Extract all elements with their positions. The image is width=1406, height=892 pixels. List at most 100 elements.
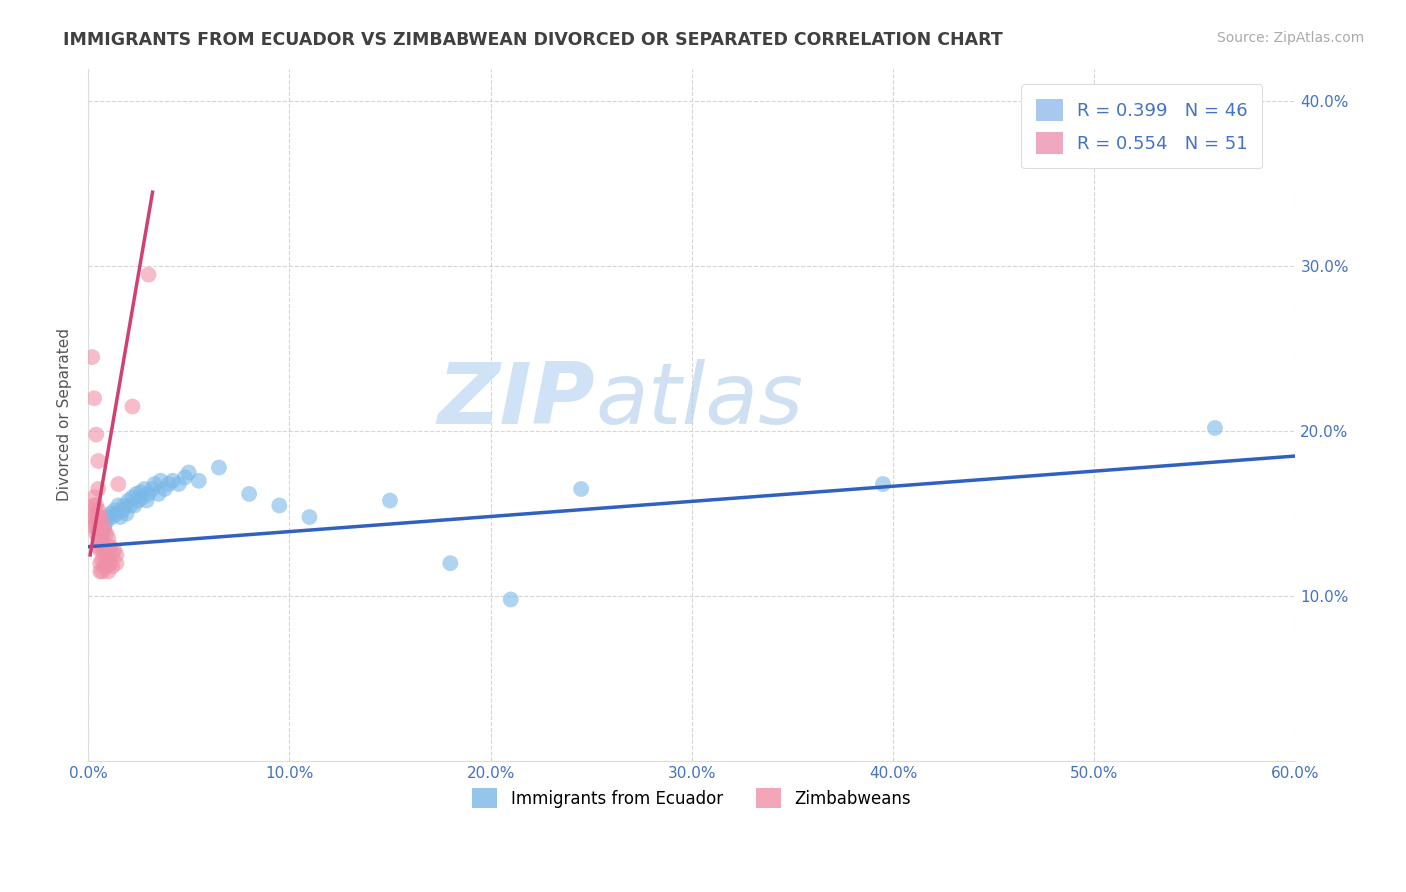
- Point: [91, 526, 114, 541]
- Point: [153, 482, 176, 496]
- Point: [89, 556, 111, 570]
- Point: [125, 487, 148, 501]
- Point: [89, 520, 111, 534]
- Point: [167, 477, 190, 491]
- Point: [82, 515, 104, 529]
- Point: [101, 510, 124, 524]
- Point: [111, 503, 134, 517]
- Point: [83, 392, 105, 406]
- Point: [162, 474, 184, 488]
- Point: [87, 515, 110, 529]
- Point: [120, 499, 142, 513]
- Point: [89, 532, 111, 546]
- Point: [83, 499, 105, 513]
- Point: [93, 523, 115, 537]
- Point: [131, 490, 153, 504]
- Point: [96, 526, 118, 541]
- Point: [93, 548, 115, 562]
- Point: [238, 487, 260, 501]
- Point: [96, 559, 118, 574]
- Point: [96, 543, 118, 558]
- Point: [101, 548, 124, 562]
- Point: [97, 510, 120, 524]
- Point: [872, 477, 894, 491]
- Point: [84, 515, 107, 529]
- Point: [84, 507, 107, 521]
- Point: [93, 559, 115, 574]
- Point: [98, 540, 121, 554]
- Point: [97, 548, 120, 562]
- Point: [141, 482, 163, 496]
- Point: [187, 474, 209, 488]
- Point: [1204, 421, 1226, 435]
- Point: [173, 470, 195, 484]
- Point: [87, 532, 110, 546]
- Point: [127, 493, 149, 508]
- Point: [112, 499, 135, 513]
- Point: [439, 556, 461, 570]
- Point: [84, 499, 107, 513]
- Point: [87, 482, 110, 496]
- Point: [89, 510, 111, 524]
- Point: [107, 499, 129, 513]
- Point: [569, 482, 592, 496]
- Point: [138, 268, 160, 282]
- Point: [110, 510, 132, 524]
- Point: [157, 477, 180, 491]
- Point: [138, 487, 160, 501]
- Point: [129, 485, 152, 500]
- Point: [82, 350, 104, 364]
- Point: [89, 565, 111, 579]
- Point: [103, 503, 125, 517]
- Point: [499, 592, 522, 607]
- Point: [97, 565, 120, 579]
- Point: [87, 523, 110, 537]
- Point: [143, 477, 166, 491]
- Point: [87, 503, 110, 517]
- Point: [105, 556, 128, 570]
- Point: [121, 490, 143, 504]
- Point: [98, 507, 121, 521]
- Legend: Immigrants from Ecuador, Zimbabweans: Immigrants from Ecuador, Zimbabweans: [465, 781, 918, 815]
- Point: [96, 515, 118, 529]
- Point: [115, 507, 138, 521]
- Text: atlas: atlas: [595, 359, 803, 442]
- Point: [89, 543, 111, 558]
- Point: [208, 460, 231, 475]
- Point: [84, 427, 107, 442]
- Point: [91, 553, 114, 567]
- Point: [83, 520, 105, 534]
- Point: [135, 493, 157, 508]
- Point: [121, 400, 143, 414]
- Point: [82, 503, 104, 517]
- Point: [105, 507, 128, 521]
- Point: [87, 523, 110, 537]
- Point: [378, 493, 401, 508]
- Point: [105, 548, 128, 562]
- Point: [107, 477, 129, 491]
- Point: [91, 565, 114, 579]
- Point: [117, 493, 139, 508]
- Point: [91, 540, 114, 554]
- Y-axis label: Divorced or Separated: Divorced or Separated: [58, 328, 72, 501]
- Point: [134, 482, 156, 496]
- Text: Source: ZipAtlas.com: Source: ZipAtlas.com: [1216, 31, 1364, 45]
- Point: [91, 526, 114, 541]
- Text: ZIP: ZIP: [437, 359, 595, 442]
- Point: [269, 499, 291, 513]
- Point: [84, 526, 107, 541]
- Point: [298, 510, 321, 524]
- Point: [149, 474, 172, 488]
- Point: [87, 540, 110, 554]
- Point: [93, 536, 115, 550]
- Text: IMMIGRANTS FROM ECUADOR VS ZIMBABWEAN DIVORCED OR SEPARATED CORRELATION CHART: IMMIGRANTS FROM ECUADOR VS ZIMBABWEAN DI…: [63, 31, 1002, 49]
- Point: [124, 499, 146, 513]
- Point: [91, 515, 114, 529]
- Point: [98, 556, 121, 570]
- Point: [93, 520, 115, 534]
- Point: [83, 490, 105, 504]
- Point: [97, 532, 120, 546]
- Point: [148, 487, 170, 501]
- Point: [87, 454, 110, 468]
- Point: [103, 543, 125, 558]
